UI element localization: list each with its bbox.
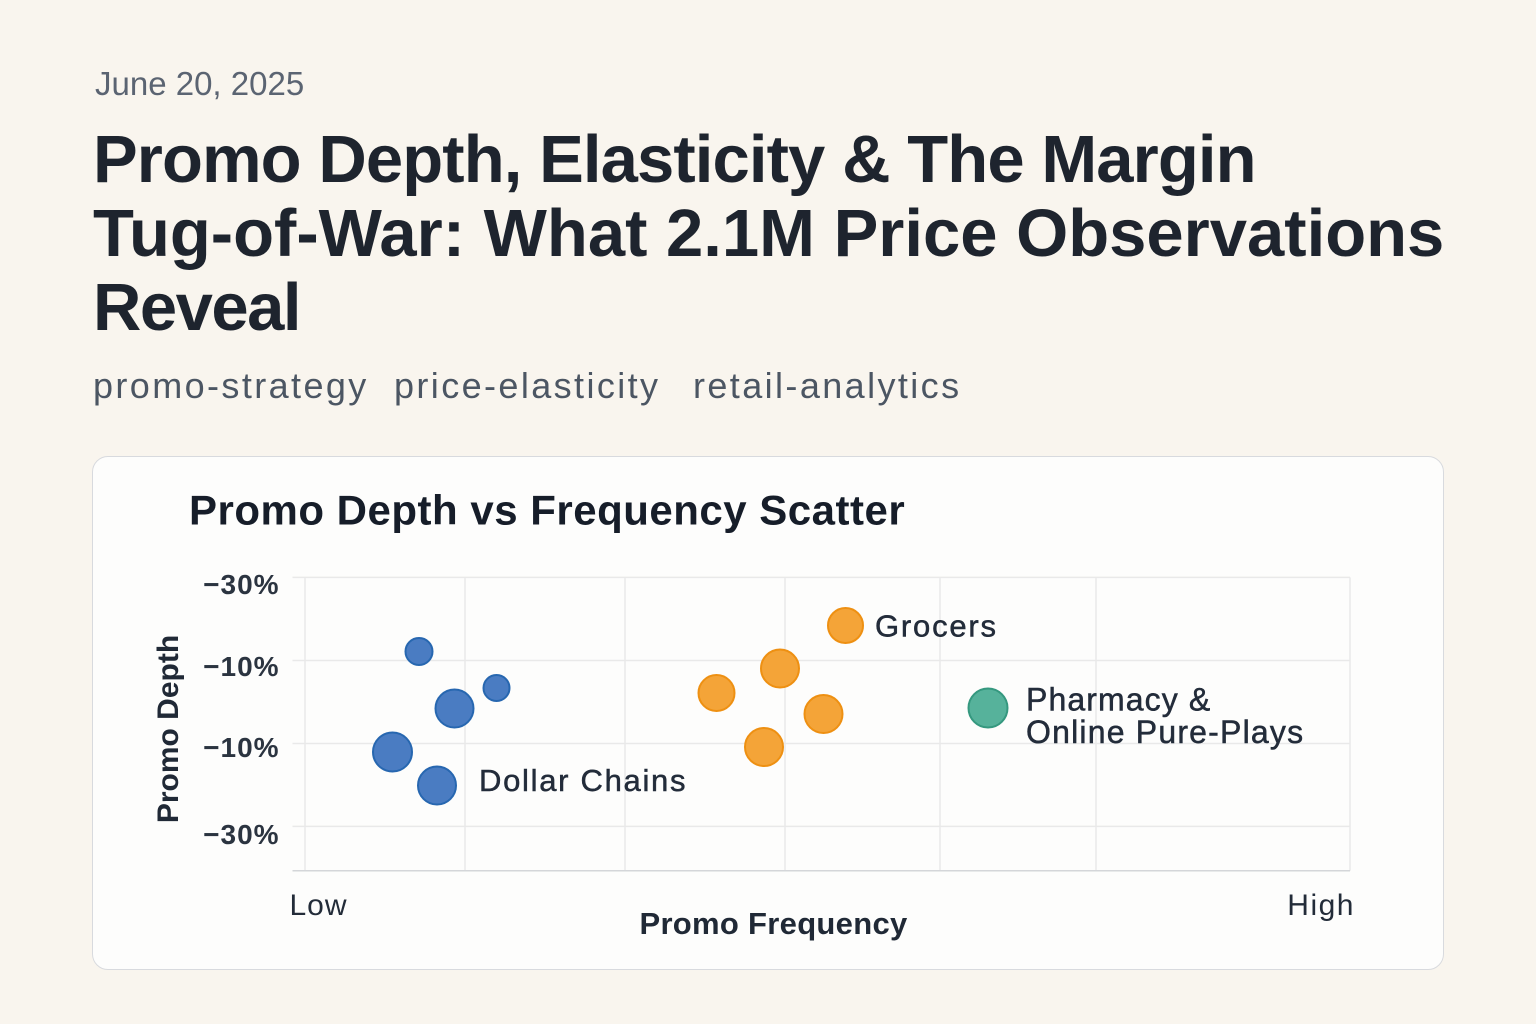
- svg-text:Pharmacy &: Pharmacy &: [1026, 682, 1211, 718]
- svg-text:−10%: −10%: [203, 732, 279, 763]
- svg-text:Grocers: Grocers: [875, 609, 998, 644]
- svg-text:High: High: [1287, 889, 1355, 922]
- svg-text:Promo Depth: Promo Depth: [152, 635, 185, 823]
- svg-text:Online Pure-Plays: Online Pure-Plays: [1026, 714, 1304, 750]
- svg-text:Low: Low: [290, 889, 348, 922]
- svg-text:Promo Depth vs Frequency Scatt: Promo Depth vs Frequency Scatter: [189, 486, 905, 533]
- svg-text:−10%: −10%: [203, 651, 279, 682]
- svg-text:−30%: −30%: [203, 819, 279, 850]
- svg-text:Promo Frequency: Promo Frequency: [639, 906, 908, 941]
- svg-text:Dollar Chains: Dollar Chains: [479, 763, 687, 798]
- svg-text:−30%: −30%: [203, 569, 279, 600]
